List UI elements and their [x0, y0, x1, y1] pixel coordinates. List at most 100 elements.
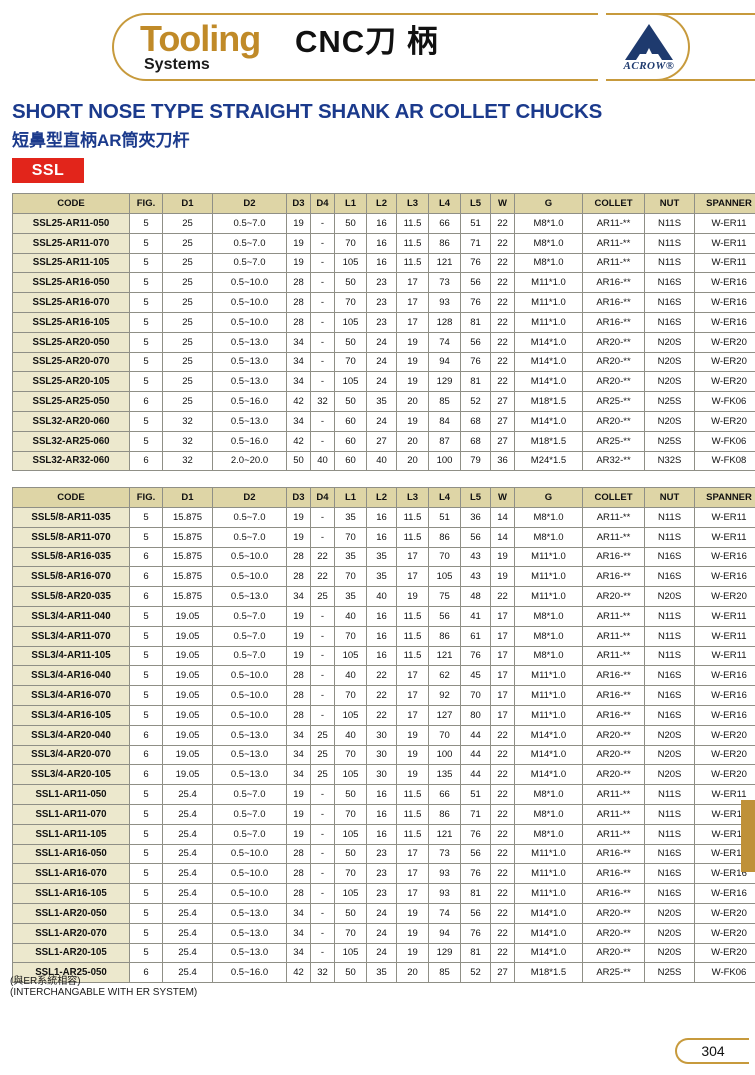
- cell-l4: 94: [428, 351, 461, 373]
- cell-nut: N11S: [644, 784, 695, 805]
- cell-d3: 19: [286, 784, 311, 805]
- cell-l5: 36: [460, 507, 491, 528]
- cell-w: 22: [490, 843, 515, 865]
- cell-d2: 0.5~7.0: [212, 252, 287, 274]
- cell-d4: -: [310, 902, 335, 924]
- cell-fig: 5: [129, 665, 163, 687]
- cell-l3: 11.5: [396, 823, 429, 845]
- cell-w: 22: [490, 764, 515, 786]
- cell-d1: 25: [162, 252, 213, 274]
- cell-d3: 28: [286, 883, 311, 904]
- cell-l3: 11.5: [396, 803, 429, 825]
- cell-fig: 6: [129, 586, 163, 607]
- cell-l2: 22: [366, 685, 397, 706]
- cell-fig: 5: [129, 351, 163, 373]
- cell-g: M11*1.0: [514, 546, 583, 568]
- column-header-d1: D1: [162, 193, 213, 214]
- table-row: SSL1-AR16-050 5 25.4 0.5~10.0 28-50 23 17 73 56 2…: [12, 843, 755, 865]
- table-row: SSL1-AR11-105 5 25.4 0.5~7.0 19-105 16 11.5 121…: [12, 823, 755, 845]
- table-row: SSL5/8-AR16-070 6 15.875 0.5~10.0 28 22 70 35 17…: [12, 566, 755, 588]
- cell-spanner: W-ER16: [694, 704, 755, 726]
- cell-nut: N20S: [644, 764, 695, 786]
- cell-collet: AR16-**: [582, 566, 645, 588]
- cell-l5: 43: [460, 566, 491, 588]
- cell-l1: 105: [334, 645, 367, 667]
- cell-g: M8*1.0: [514, 803, 583, 825]
- cell-d3: 28: [286, 685, 311, 706]
- cell-fig: 5: [129, 213, 163, 234]
- cell-d3: 34: [286, 371, 311, 393]
- cell-d4: -: [310, 625, 335, 647]
- cell-g: M11*1.0: [514, 311, 583, 333]
- cell-code: SSL3/4-AR20-070: [12, 744, 130, 766]
- acrow-brand-text: ACROW®: [623, 60, 675, 72]
- cell-d2: 0.5~7.0: [212, 605, 287, 627]
- cell-d1: 25.4: [162, 863, 213, 885]
- cell-collet: AR32-**: [582, 450, 645, 472]
- cell-d3: 34: [286, 942, 311, 964]
- cell-l5: 76: [460, 351, 491, 373]
- cell-d2: 0.5~10.0: [212, 292, 287, 313]
- cell-w: 27: [490, 410, 515, 432]
- cell-w: 17: [490, 605, 515, 627]
- cell-collet: AR16-**: [582, 272, 645, 294]
- column-header-spanner: SPANNER: [694, 193, 755, 214]
- table-row: SSL25-AR20-105 5 25 0.5~13.0 34-105 24 19 129 81…: [12, 371, 755, 393]
- cell-d3: 34: [286, 351, 311, 373]
- cell-d3: 28: [286, 665, 311, 687]
- cell-collet: AR16-**: [582, 546, 645, 568]
- cell-d1: 25: [162, 232, 213, 254]
- cell-collet: AR20-**: [582, 922, 645, 944]
- cell-l3: 19: [396, 351, 429, 373]
- cell-l5: 52: [460, 391, 491, 412]
- cell-d1: 19.05: [162, 744, 213, 766]
- cell-spanner: W-FK06: [694, 430, 755, 452]
- cell-g: M14*1.0: [514, 744, 583, 766]
- cell-spanner: W-ER16: [694, 883, 755, 904]
- cell-code: SSL1-AR16-070: [12, 863, 130, 885]
- cell-d1: 19.05: [162, 605, 213, 627]
- cell-d3: 42: [286, 962, 311, 984]
- cell-l1: 70: [334, 744, 367, 766]
- cell-w: 22: [490, 724, 515, 746]
- cell-l5: 76: [460, 823, 491, 845]
- table-row: SSL32-AR32-060 6 32 2.0~20.0 50 40 60 40 20 100 79…: [12, 450, 755, 472]
- cell-w: 17: [490, 685, 515, 706]
- cell-w: 22: [490, 331, 515, 353]
- cell-l4: 75: [428, 586, 461, 607]
- column-header-d3: D3: [286, 487, 311, 508]
- cell-d2: 0.5~10.0: [212, 685, 287, 706]
- cell-l2: 27: [366, 430, 397, 452]
- cell-l1: 50: [334, 962, 367, 984]
- cell-l1: 70: [334, 566, 367, 588]
- cell-d4: 25: [310, 586, 335, 607]
- cell-g: M18*1.5: [514, 430, 583, 452]
- table-row: SSL3/4-AR16-070 5 19.05 0.5~10.0 28-70 22 17 92…: [12, 685, 755, 706]
- cell-l2: 16: [366, 784, 397, 805]
- cell-code: SSL1-AR11-070: [12, 803, 130, 825]
- cell-code: SSL3/4-AR11-070: [12, 625, 130, 647]
- cell-w: 19: [490, 566, 515, 588]
- cell-l3: 11.5: [396, 625, 429, 647]
- cell-g: M11*1.0: [514, 883, 583, 904]
- cell-w: 22: [490, 823, 515, 845]
- cell-collet: AR20-**: [582, 371, 645, 393]
- cell-l3: 11.5: [396, 645, 429, 667]
- cell-d2: 0.5~7.0: [212, 526, 287, 548]
- cell-l4: 85: [428, 391, 461, 412]
- cell-d3: 19: [286, 645, 311, 667]
- cell-spanner: W-ER20: [694, 922, 755, 944]
- cell-fig: 5: [129, 685, 163, 706]
- cell-d3: 34: [286, 744, 311, 766]
- cell-d1: 25: [162, 311, 213, 333]
- cell-l4: 105: [428, 566, 461, 588]
- cell-l5: 61: [460, 625, 491, 647]
- cell-collet: AR20-**: [582, 902, 645, 924]
- cell-spanner: W-ER20: [694, 942, 755, 964]
- cell-d4: 32: [310, 962, 335, 984]
- cell-collet: AR16-**: [582, 292, 645, 313]
- cell-collet: AR16-**: [582, 311, 645, 333]
- cell-fig: 5: [129, 704, 163, 726]
- cell-d3: 34: [286, 410, 311, 432]
- cell-w: 22: [490, 942, 515, 964]
